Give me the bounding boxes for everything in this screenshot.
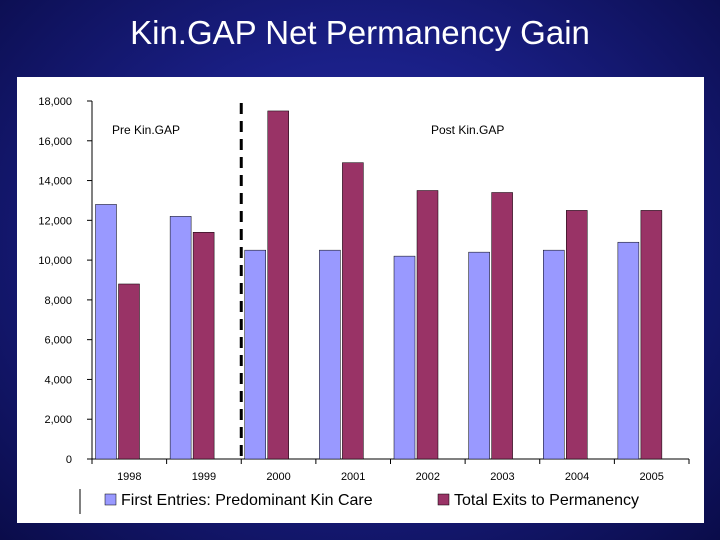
bar-first-entries	[95, 204, 117, 460]
bar-first-entries	[393, 255, 416, 460]
bar-chart: 0 2,000 4,000 6,000 8,000 10,000 12,000 14,000 1…	[38, 96, 690, 514]
slide-title: Kin.GAP Net Permanency Gain	[130, 14, 590, 51]
y-axis-ticks: 0 2,000 4,000 6,000 8,000 10,000 12,000 14,000 1…	[38, 96, 92, 466]
x-tick-label: 2000	[266, 471, 290, 483]
bar-total-exits	[118, 283, 140, 460]
y-tick-label: 6,000	[44, 335, 72, 347]
bar-first-entries	[244, 249, 266, 460]
x-tick-label: 2003	[490, 471, 514, 483]
bar-total-exits	[342, 162, 364, 460]
y-tick-label: 14,000	[38, 176, 72, 188]
legend: First Entries: Predominant Kin Care Total…	[79, 489, 639, 514]
y-tick-label: 18,000	[38, 96, 72, 108]
legend-label-first-entries: First Entries: Predominant Kin Care	[121, 492, 373, 509]
legend-label-total-exits: Total Exits to Permanency	[454, 492, 639, 509]
bar-first-entries	[468, 251, 490, 460]
y-tick-label: 2,000	[44, 414, 72, 426]
bar-first-entries	[617, 241, 640, 460]
y-tick-label: 16,000	[38, 136, 72, 148]
post-kingap-annotation: Post Kin.GAP	[431, 123, 504, 137]
bar-total-exits	[491, 192, 513, 460]
bars-group	[95, 110, 663, 460]
x-tick-label: 2002	[416, 471, 440, 483]
legend-swatch-first-entries	[104, 493, 117, 506]
y-tick-label: 10,000	[38, 255, 72, 267]
x-tick-label: 1998	[117, 471, 141, 483]
y-tick-label: 12,000	[38, 215, 72, 227]
bar-first-entries	[543, 249, 565, 460]
y-tick-label: 0	[66, 454, 72, 466]
chart-panel: 0 2,000 4,000 6,000 8,000 10,000 12,000 14,000 1…	[17, 77, 704, 523]
x-tick-label: 2004	[565, 471, 589, 483]
x-axis-ticks: 1998 1999 2000 2001 2002 2003 2004 2005	[91, 459, 690, 483]
bar-first-entries	[319, 249, 341, 460]
x-tick-label: 1999	[192, 471, 216, 483]
bar-total-exits	[192, 232, 215, 460]
bar-total-exits	[416, 190, 439, 460]
bar-first-entries	[169, 216, 192, 460]
legend-swatch-total-exits	[437, 493, 450, 506]
x-tick-label: 2005	[639, 471, 663, 483]
bar-total-exits	[640, 210, 663, 460]
pre-kingap-annotation: Pre Kin.GAP	[112, 123, 180, 137]
x-tick-label: 2001	[341, 471, 365, 483]
y-tick-label: 8,000	[44, 295, 72, 307]
bar-total-exits	[267, 110, 289, 460]
y-tick-label: 4,000	[44, 374, 72, 386]
bar-total-exits	[566, 210, 588, 460]
